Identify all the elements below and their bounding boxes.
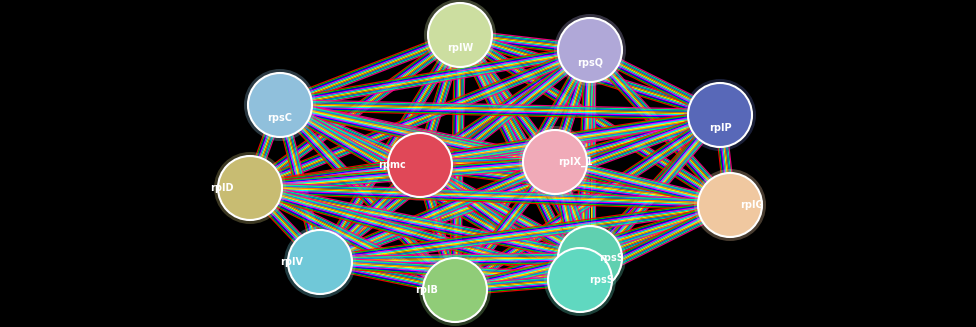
- Circle shape: [698, 173, 762, 237]
- Text: rplG: rplG: [740, 200, 764, 210]
- Circle shape: [558, 226, 622, 290]
- Text: rplD: rplD: [210, 183, 233, 193]
- Circle shape: [428, 3, 492, 67]
- Circle shape: [423, 258, 487, 322]
- Text: rplB: rplB: [416, 285, 438, 295]
- Circle shape: [684, 79, 756, 151]
- Circle shape: [244, 69, 316, 141]
- Circle shape: [544, 244, 616, 316]
- Text: rpmc: rpmc: [378, 160, 406, 170]
- Text: rplW: rplW: [447, 43, 473, 53]
- Circle shape: [248, 73, 312, 137]
- Circle shape: [694, 169, 766, 241]
- Circle shape: [384, 129, 456, 201]
- Text: rpsS: rpsS: [590, 275, 615, 285]
- Text: rplP: rplP: [709, 123, 731, 133]
- Circle shape: [554, 222, 626, 294]
- Text: rplV: rplV: [280, 257, 304, 267]
- Circle shape: [419, 254, 491, 326]
- Text: rpsC: rpsC: [267, 113, 293, 123]
- Circle shape: [218, 156, 282, 220]
- Circle shape: [554, 14, 626, 86]
- Circle shape: [388, 133, 452, 197]
- Circle shape: [688, 83, 752, 147]
- Text: rplX_1: rplX_1: [557, 157, 592, 167]
- Circle shape: [284, 226, 356, 298]
- Circle shape: [424, 0, 496, 71]
- Text: rpsS: rpsS: [599, 253, 625, 263]
- Circle shape: [288, 230, 352, 294]
- Circle shape: [214, 152, 286, 224]
- Text: rpsQ: rpsQ: [577, 58, 603, 68]
- Circle shape: [519, 126, 591, 198]
- Circle shape: [548, 248, 612, 312]
- Circle shape: [523, 130, 587, 194]
- Circle shape: [558, 18, 622, 82]
